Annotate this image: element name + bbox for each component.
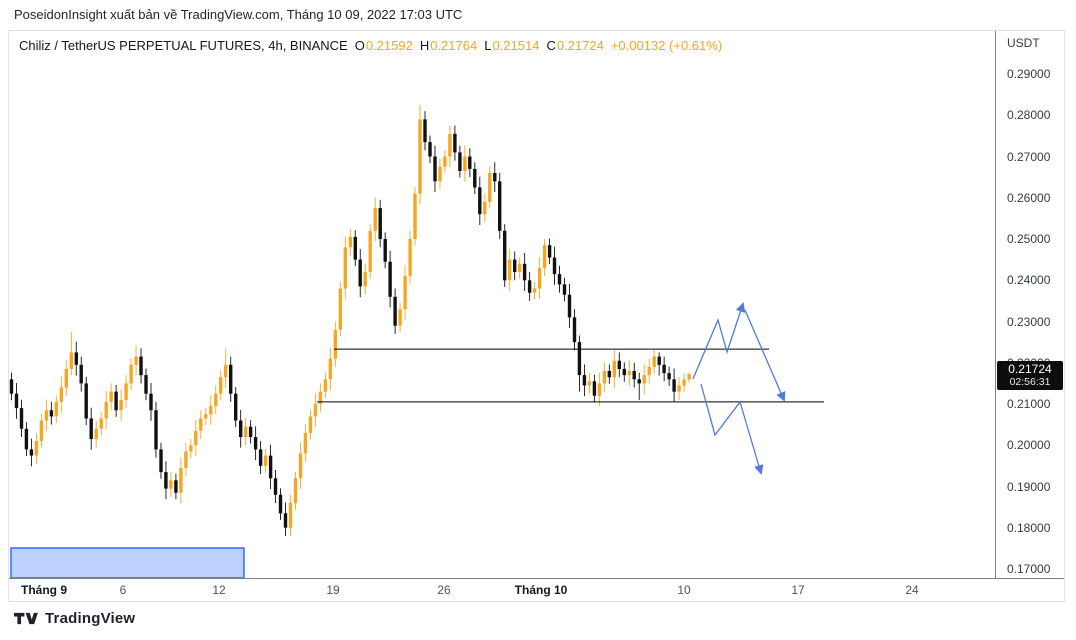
ohlc-open-label: O xyxy=(354,38,365,53)
price-axis[interactable]: USDT 0.29000 0.28000 0.27000 0.26000 0.25000… xyxy=(995,31,1064,601)
tradingview-branding[interactable]: TradingView xyxy=(14,610,135,627)
ohlc-low-label: L xyxy=(484,38,492,53)
candle-countdown: 02:56:31 xyxy=(1009,376,1051,388)
accumulation-zone xyxy=(10,547,245,578)
price-tick: 0.20000 xyxy=(1007,438,1051,452)
ohlc-open-value: 0.21592 xyxy=(365,38,413,53)
bullish-zigzag-arrow xyxy=(692,302,746,380)
price-tick: 0.27000 xyxy=(1007,150,1051,164)
time-tick-day: 12 xyxy=(212,583,226,597)
ohlc-close-value: 0.21724 xyxy=(556,38,604,53)
time-tick-month: Tháng 9 xyxy=(20,583,68,597)
time-tick-month: Tháng 10 xyxy=(514,583,568,597)
price-tick: 0.25000 xyxy=(1007,232,1051,246)
ohlc-high-value: 0.21764 xyxy=(430,38,478,53)
change-value: +0.00132 (+0.61%) xyxy=(610,38,723,53)
time-tick-day: 26 xyxy=(437,583,451,597)
current-price-label: 0.21724 02:56:31 xyxy=(997,361,1063,390)
price-tick: 0.18000 xyxy=(1007,521,1051,535)
symbol-title: Chiliz / TetherUS PERPETUAL FUTURES, 4h,… xyxy=(19,38,348,53)
price-tick: 0.23000 xyxy=(1007,315,1051,329)
chart-legend: Chiliz / TetherUS PERPETUAL FUTURES, 4h,… xyxy=(19,38,722,53)
current-price-value: 0.21724 xyxy=(1008,362,1052,376)
time-tick-day: 19 xyxy=(326,583,340,597)
price-tick: 0.26000 xyxy=(1007,191,1051,205)
ohlc-low-value: 0.21514 xyxy=(492,38,540,53)
axis-currency-label: USDT xyxy=(1007,36,1040,50)
price-tick: 0.21000 xyxy=(1007,397,1051,411)
candlestick-plot[interactable] xyxy=(9,31,995,578)
price-tick: 0.24000 xyxy=(1007,273,1051,287)
ohlc-high-label: H xyxy=(419,38,430,53)
time-tick-day: 24 xyxy=(905,583,919,597)
time-tick-day: 17 xyxy=(791,583,805,597)
price-tick: 0.29000 xyxy=(1007,67,1051,81)
candles-group xyxy=(9,104,691,536)
tradingview-logo-text: TradingView xyxy=(45,610,136,627)
publish-attribution-line: PoseidonInsight xuất bản về TradingView.… xyxy=(14,7,463,22)
time-tick-day: 6 xyxy=(119,583,127,597)
price-tick: 0.17000 xyxy=(1007,562,1051,576)
bearish-zigzag-arrow xyxy=(700,383,764,475)
chart-widget: Chiliz / TetherUS PERPETUAL FUTURES, 4h,… xyxy=(8,30,1065,602)
ohlc-close-label: C xyxy=(546,38,556,53)
time-axis[interactable]: Tháng 9 6 12 19 26 Tháng 10 10 17 24 xyxy=(9,578,1064,601)
time-tick-day: 10 xyxy=(677,583,691,597)
pullback-arrow xyxy=(744,309,786,402)
price-tick: 0.28000 xyxy=(1007,108,1051,122)
price-tick: 0.19000 xyxy=(1007,480,1051,494)
tradingview-logo-icon xyxy=(14,612,38,625)
